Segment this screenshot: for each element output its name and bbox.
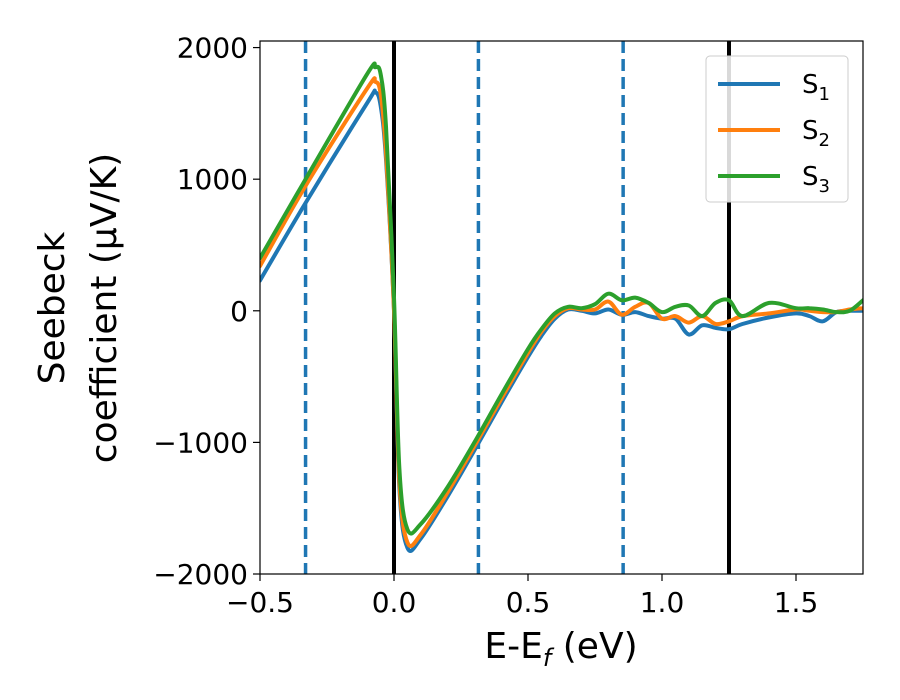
y-axis-title-line2: coefficient (μV/K) [84, 153, 125, 463]
legend-label-s2: S2 [802, 116, 830, 151]
y-tick-label: 0 [230, 295, 248, 328]
legend: S1 S2 S3 [705, 55, 849, 203]
x-axis: −0.5 0.0 0.5 1.0 1.5 [226, 574, 818, 619]
y-tick-label: −2000 [153, 558, 248, 591]
y-axis-title: Seebeck coefficient (μV/K) [32, 153, 125, 463]
x-tick-label: 0.5 [506, 586, 551, 619]
y-axis-title-line1: Seebeck [32, 231, 73, 384]
y-axis: −2000 −1000 0 1000 2000 [153, 32, 260, 591]
x-tick-label: 1.0 [640, 586, 685, 619]
x-tick-label: 1.5 [774, 586, 819, 619]
legend-label-s3: S3 [802, 162, 830, 197]
legend-label-s1: S1 [802, 70, 830, 105]
plot-frame [259, 40, 864, 575]
y-tick-label: 2000 [177, 32, 248, 65]
series-line-s3 [260, 61, 863, 536]
x-tick-label: 0.0 [372, 586, 417, 619]
series-lines [260, 61, 863, 553]
reference-lines [303, 41, 731, 574]
y-tick-label: 1000 [177, 163, 248, 196]
x-tick-label: −0.5 [226, 586, 294, 619]
x-axis-title: E-Ef (eV) [484, 626, 637, 672]
y-tick-label: −1000 [153, 426, 248, 459]
